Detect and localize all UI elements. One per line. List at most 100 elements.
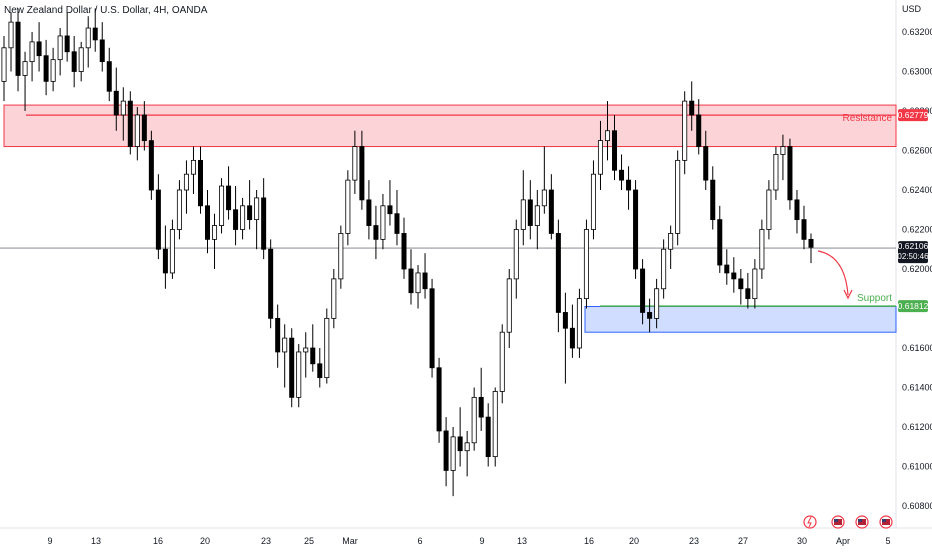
candle: [338, 225, 344, 289]
time-axis[interactable]: 9 13 16 20 23 25 Mar 6 9 13 16 20 23 27 30 Apr 5: [47, 536, 890, 546]
candle: [661, 239, 667, 299]
us-flag-event-icon[interactable]: [831, 515, 845, 529]
svg-text:0.62779: 0.62779: [898, 110, 929, 120]
price-tick-label: 0.62000: [902, 264, 932, 274]
candle: [429, 278, 435, 378]
candle: [296, 344, 302, 408]
candle: [766, 180, 772, 240]
candle: [169, 219, 175, 279]
candle: [647, 298, 653, 333]
currency-label: USD: [902, 4, 922, 14]
resistance-price-tag: 0.62779: [898, 109, 929, 122]
candle: [303, 332, 309, 378]
lightning-event-icon[interactable]: [803, 515, 817, 529]
candle: [576, 288, 582, 358]
time-tick-label: 23: [261, 536, 271, 546]
candle: [626, 166, 632, 210]
candle: [92, 8, 98, 52]
resistance-zone[interactable]: [3, 104, 897, 148]
candle: [562, 292, 568, 384]
candle: [478, 367, 484, 431]
candle: [471, 387, 477, 451]
candle: [450, 427, 456, 497]
candle: [331, 269, 337, 329]
candle: [155, 174, 161, 260]
candle: [240, 197, 246, 240]
candle: [113, 67, 119, 131]
price-tick-label: 0.62400: [902, 185, 932, 195]
time-tick-label: 20: [200, 536, 210, 546]
candle: [541, 146, 547, 214]
candle: [99, 22, 105, 72]
candle: [731, 257, 737, 293]
price-tick-label: 0.61600: [902, 343, 932, 353]
candle: [254, 190, 260, 250]
candle: [689, 81, 695, 131]
candle: [408, 249, 414, 305]
svg-text:0.61812: 0.61812: [898, 301, 929, 311]
candle: [247, 180, 253, 230]
projection-arrow: [817, 250, 849, 296]
candle: [590, 160, 596, 240]
candle: [604, 101, 611, 161]
price-axis[interactable]: 0.632000.630000.628000.626000.624000.622…: [902, 27, 932, 511]
current-price-tag: 0.62106 02:50:46: [897, 241, 929, 264]
time-tick-label: 27: [738, 536, 748, 546]
candle: [57, 28, 63, 76]
svg-text:02:50:46: 02:50:46: [897, 252, 929, 261]
symbol-title: New Zealand Dollar / U.S. Dollar, 4H, OA…: [4, 5, 208, 16]
us-flag-event-icon[interactable]: [879, 515, 893, 529]
candle: [534, 190, 540, 250]
candle: [78, 41, 84, 82]
candle: [233, 186, 239, 246]
candle: [134, 107, 140, 161]
candle: [499, 324, 505, 404]
candle: [282, 324, 288, 388]
candle: [162, 225, 168, 289]
candle: [794, 190, 800, 234]
price-tick-label: 0.63200: [902, 27, 932, 37]
support-zone[interactable]: [584, 306, 897, 333]
candle: [675, 150, 681, 246]
candle: [808, 233, 814, 264]
support-price-tag: 0.61812: [898, 300, 929, 313]
resistance-label: Resistance: [843, 113, 893, 124]
candle: [457, 407, 463, 467]
candle: [212, 213, 218, 269]
us-flag-event-icon[interactable]: [855, 515, 869, 529]
candle: [275, 304, 281, 368]
candle: [183, 160, 189, 214]
price-tick-label: 0.61400: [902, 383, 932, 393]
candle: [36, 22, 42, 72]
candle: [71, 35, 77, 88]
candle: [204, 190, 211, 254]
candle: [485, 403, 491, 467]
candle: [141, 101, 147, 151]
candle: [29, 32, 35, 82]
candle: [738, 269, 744, 305]
candle: [619, 154, 625, 190]
candle: [583, 219, 589, 309]
price-tick-label: 0.62200: [902, 225, 932, 235]
candle: [85, 16, 91, 68]
candle: [401, 217, 407, 279]
candle: [352, 130, 358, 194]
price-tick-label: 0.61200: [902, 422, 932, 432]
candle: [415, 265, 421, 309]
candle: [752, 259, 758, 309]
candle: [717, 205, 723, 273]
candle: [8, 12, 14, 72]
price-tick-label: 0.60800: [902, 501, 932, 511]
time-tick-label: 16: [584, 536, 594, 546]
candle: [64, 12, 70, 62]
support-label: Support: [857, 293, 892, 304]
candle: [527, 180, 533, 240]
candle: [22, 51, 28, 111]
candle: [436, 357, 442, 443]
time-tick-label: 6: [417, 536, 422, 546]
candle: [787, 138, 793, 210]
time-tick-label: Mar: [342, 536, 358, 546]
candle: [696, 99, 702, 155]
